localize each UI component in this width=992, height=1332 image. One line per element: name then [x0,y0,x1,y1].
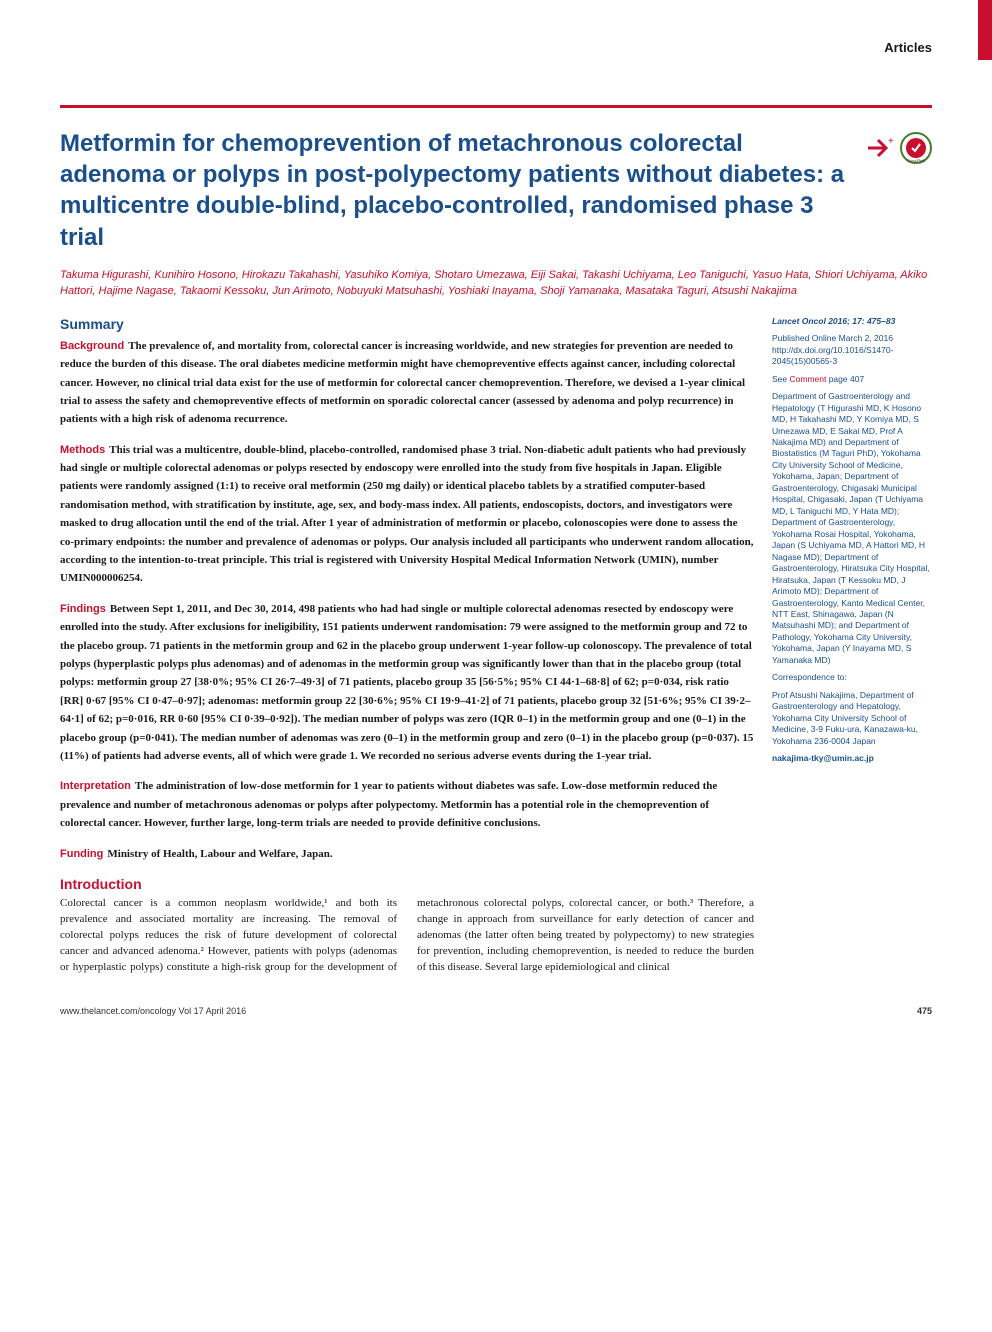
abstract-background: The prevalence of, and mortality from, c… [60,340,745,426]
abstract-funding: Ministry of Health, Labour and Welfare, … [107,848,332,860]
introduction-heading: Introduction [60,876,754,892]
horizontal-rule [60,105,932,108]
svg-text:CrossMark: CrossMark [907,158,925,163]
section-label: Articles [60,40,932,55]
abstract-findings: Between Sept 1, 2011, and Dec 30, 2014, … [60,603,753,762]
abstract-interpretation: The administration of low-dose metformin… [60,780,717,829]
sidebar-affiliations: Department of Gastroenterology and Hepat… [772,391,932,666]
sidebar-published: Published Online March 2, 2016 http://dx… [772,333,932,367]
title-icons: + CrossMark [866,128,932,169]
svg-text:+: + [888,136,894,147]
sidebar-correspondence: Prof Atsushi Nakajima, Department of Gas… [772,690,932,747]
sidebar-email[interactable]: nakajima-tky@umin.ac.jp [772,753,932,764]
abstract-label-background: Background [60,340,124,352]
main-column: Summary Background The prevalence of, an… [60,316,754,976]
page-number: 475 [917,1006,932,1016]
sidebar-correspondence-label: Correspondence to: [772,672,932,683]
article-title: Metformin for chemoprevention of metachr… [60,128,846,253]
abstract-label-interpretation: Interpretation [60,780,131,792]
page-footer: www.thelancet.com/oncology Vol 17 April … [60,1006,932,1016]
crossmark-icon[interactable]: CrossMark [900,132,932,169]
introduction-body: Colorectal cancer is a common neoplasm w… [60,896,754,976]
sidebar-citation: Lancet Oncol 2016; 17: 475–83 [772,316,932,327]
author-list: Takuma Higurashi, Kunihiro Hosono, Hirok… [60,267,932,300]
footer-left: www.thelancet.com/oncology Vol 17 April … [60,1006,246,1016]
abstract-label-methods: Methods [60,444,105,456]
sidebar-comment: See Comment page 407 [772,374,932,385]
abstract-methods: This trial was a multicentre, double-bli… [60,444,753,585]
abstract-label-funding: Funding [60,848,103,860]
comment-link[interactable]: Comment [790,374,827,384]
open-access-arrow-icon: + [866,136,894,165]
sidebar-column: Lancet Oncol 2016; 17: 475–83 Published … [772,316,932,976]
abstract-label-findings: Findings [60,603,106,615]
accent-tab [978,0,992,60]
summary-heading: Summary [60,316,754,332]
